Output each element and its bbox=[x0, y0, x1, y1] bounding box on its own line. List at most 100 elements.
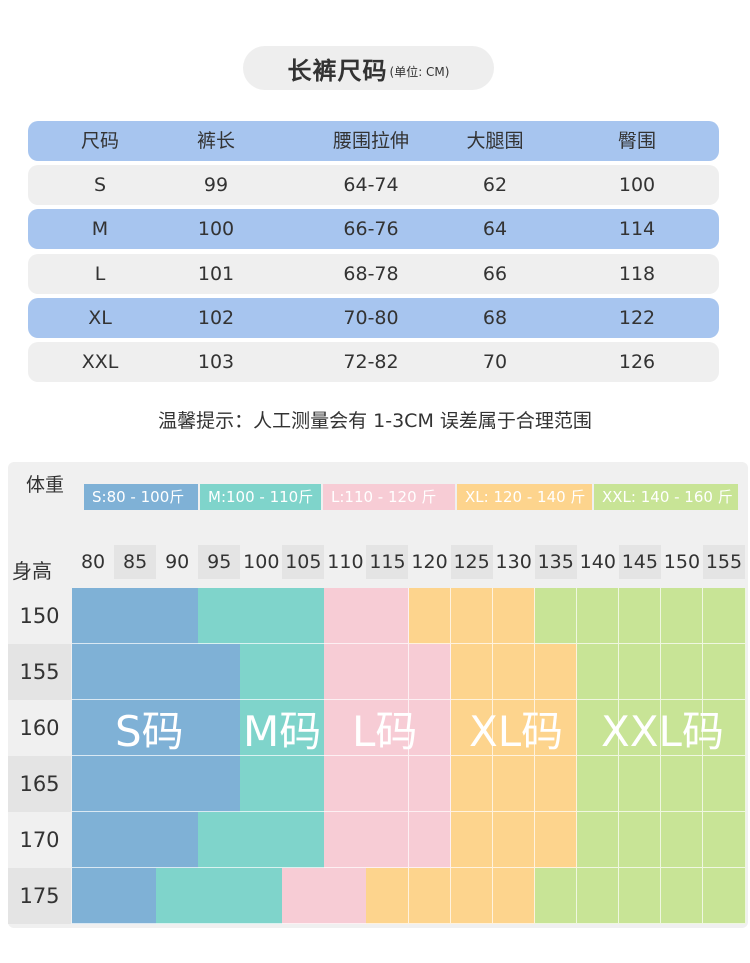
size-zone-label: M码 bbox=[243, 707, 322, 756]
size-grid-cell bbox=[240, 868, 283, 924]
table-cell: 68-78 bbox=[343, 263, 399, 285]
size-zone-label: L码 bbox=[352, 707, 418, 756]
size-grid-cell bbox=[660, 644, 704, 700]
title-pill: 长裤尺码 (单位: CM) bbox=[243, 46, 494, 90]
weight-column-label: 105 bbox=[282, 545, 325, 579]
size-grid-cell bbox=[576, 644, 620, 700]
weight-column-label: 85 bbox=[114, 545, 157, 579]
size-grid-cell bbox=[198, 812, 241, 868]
size-zone-label: S码 bbox=[115, 707, 184, 756]
size-grid-cell bbox=[72, 644, 115, 700]
size-grid-cell bbox=[492, 868, 536, 924]
table-header-cell: 裤长 bbox=[196, 130, 236, 152]
size-grid-cell bbox=[576, 700, 620, 756]
size-grid-cell bbox=[72, 756, 115, 812]
size-grid-cell bbox=[198, 644, 241, 700]
weight-column-label: 130 bbox=[495, 551, 532, 573]
size-grid-cell bbox=[450, 644, 494, 700]
weight-band-label: S:80 - 100斤 bbox=[84, 484, 198, 510]
size-grid-cell bbox=[660, 756, 704, 812]
size-grid-cell bbox=[324, 588, 367, 644]
weight-column-label: 155 bbox=[702, 545, 745, 579]
table-cell: M bbox=[91, 218, 109, 240]
size-grid-cell bbox=[324, 756, 367, 812]
table-cell: 72-82 bbox=[343, 351, 399, 373]
table-cell: 66-76 bbox=[343, 218, 399, 240]
table-header-cell: 臀围 bbox=[617, 130, 657, 152]
measurement-tip: 温馨提示：人工测量会有 1-3CM 误差属于合理范围 bbox=[158, 410, 592, 432]
table-row: L 101 68-78 66 118 bbox=[28, 254, 719, 294]
table-cell: S bbox=[93, 174, 107, 196]
size-grid-cell bbox=[492, 588, 536, 644]
table-cell: 114 bbox=[618, 218, 656, 240]
size-grid-cell bbox=[660, 868, 704, 924]
table-cell: 62 bbox=[482, 174, 508, 196]
height-axis-label: 身高 bbox=[12, 559, 52, 583]
height-row-label: 160 bbox=[19, 716, 60, 740]
weight-column-label: 140 bbox=[579, 551, 616, 573]
table-row: M 100 66-76 64 114 bbox=[28, 209, 719, 249]
size-grid-cell bbox=[660, 700, 704, 756]
size-grid-cell bbox=[618, 644, 662, 700]
size-grid-cell bbox=[618, 812, 662, 868]
table-cell: 100 bbox=[618, 174, 656, 196]
size-grid-cell bbox=[198, 700, 241, 756]
weight-column-label: 150 bbox=[663, 551, 701, 573]
size-grid-cell bbox=[576, 812, 620, 868]
table-row: S 99 64-74 62 100 bbox=[28, 165, 719, 205]
table-header-cell: 大腿围 bbox=[466, 130, 524, 152]
size-grid-cell bbox=[450, 812, 494, 868]
size-grid-cell bbox=[492, 812, 536, 868]
size-grid-cell bbox=[156, 756, 199, 812]
size-grid-cell bbox=[660, 588, 704, 644]
table-cell: 101 bbox=[197, 263, 235, 285]
size-grid-cell bbox=[408, 812, 452, 868]
size-grid-cell bbox=[114, 644, 157, 700]
size-grid-cell bbox=[240, 588, 283, 644]
size-grid-cell bbox=[282, 812, 325, 868]
size-grid-cell bbox=[450, 588, 494, 644]
size-grid-cell bbox=[240, 812, 283, 868]
size-grid-cell bbox=[72, 812, 115, 868]
size-grid-cell bbox=[534, 868, 578, 924]
size-grid-cell bbox=[408, 868, 452, 924]
table-cell: 66 bbox=[482, 263, 508, 285]
size-grid-cell bbox=[702, 588, 746, 644]
size-grid-cell bbox=[408, 588, 452, 644]
table-cell: 126 bbox=[618, 351, 656, 373]
size-grid-cell bbox=[576, 868, 620, 924]
size-grid-cell bbox=[72, 868, 115, 924]
size-grid-cell bbox=[660, 812, 704, 868]
table-cell: 99 bbox=[203, 174, 229, 196]
size-grid-cell bbox=[282, 868, 325, 924]
size-grid-cell bbox=[156, 700, 199, 756]
table-cell: L bbox=[94, 263, 106, 285]
size-grid-cell bbox=[324, 700, 367, 756]
table-row: XXL 103 72-82 70 126 bbox=[28, 342, 719, 382]
size-grid-cell bbox=[450, 868, 494, 924]
table-cell: 64 bbox=[482, 218, 508, 240]
size-grid-cell bbox=[240, 644, 283, 700]
weight-column-label: 125 bbox=[450, 545, 493, 579]
size-grid-cell bbox=[324, 812, 367, 868]
size-grid-cell bbox=[618, 588, 662, 644]
size-grid-cell bbox=[198, 756, 241, 812]
size-grid-cell bbox=[408, 644, 452, 700]
table-header-cell: 腰围拉伸 bbox=[332, 130, 410, 152]
weight-column-label: 115 bbox=[366, 545, 409, 579]
size-grid-cell bbox=[72, 700, 115, 756]
size-zone-label: XL码 bbox=[469, 707, 564, 756]
weight-column-label: 95 bbox=[198, 545, 241, 579]
table-cell: 102 bbox=[197, 307, 235, 329]
weight-column-label: 135 bbox=[534, 545, 577, 579]
size-grid-cell bbox=[156, 812, 199, 868]
size-grid-cell bbox=[156, 644, 199, 700]
size-grid-cell bbox=[114, 756, 157, 812]
size-grid-cell bbox=[282, 756, 325, 812]
height-row-label: 175 bbox=[8, 868, 71, 924]
weight-column-label: 90 bbox=[165, 551, 190, 573]
height-row-label: 170 bbox=[19, 828, 60, 852]
table-cell: 68 bbox=[482, 307, 508, 329]
size-grid-cell bbox=[114, 868, 157, 924]
size-grid-cell bbox=[702, 756, 746, 812]
